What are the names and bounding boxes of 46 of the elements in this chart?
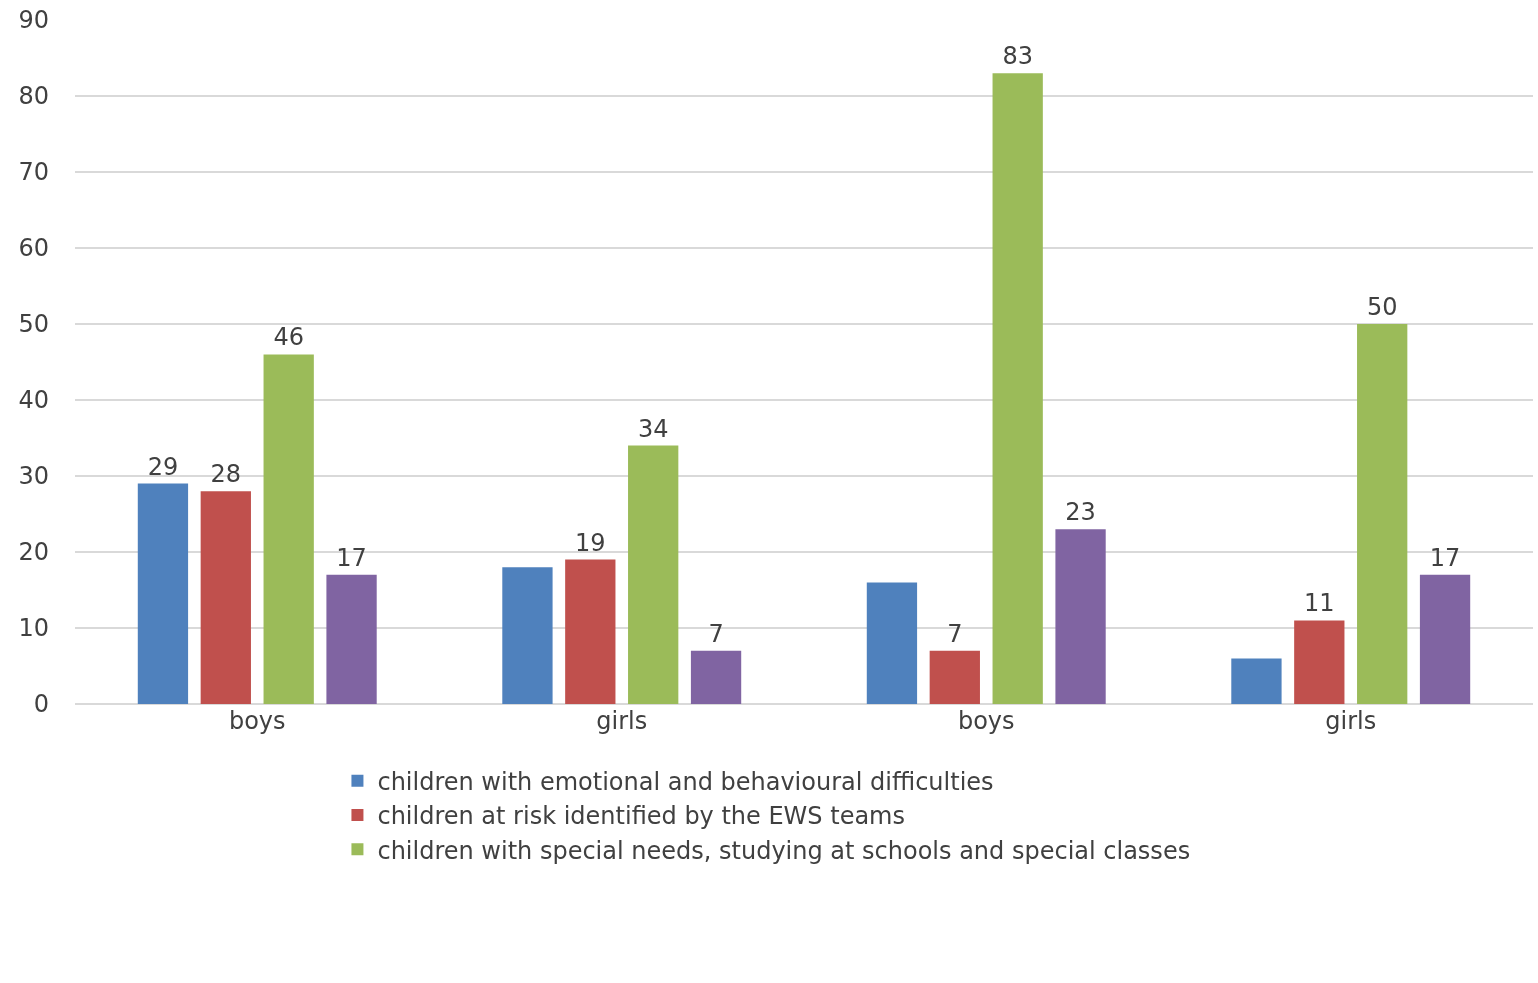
data-label: 7 — [708, 619, 724, 648]
x-tick-label: girls — [1325, 707, 1377, 735]
x-tick-label: boys — [228, 707, 286, 735]
bar — [326, 574, 377, 704]
data-label: 83 — [1002, 42, 1033, 71]
bar — [992, 73, 1043, 704]
x-tick-label: girls — [596, 707, 648, 735]
y-tick-label: 80 — [18, 82, 49, 111]
legend-label: children with emotional and behavioural difficulties — [377, 768, 994, 797]
bar — [1055, 529, 1106, 704]
data-label: 17 — [336, 543, 367, 572]
bar — [690, 650, 742, 704]
y-tick-label: 0 — [33, 690, 49, 719]
data-label: 50 — [1366, 293, 1398, 321]
y-tick-label: 90 — [18, 6, 49, 35]
data-label: 7 — [947, 619, 963, 648]
data-label: 17 — [1429, 543, 1461, 572]
data-label: 19 — [575, 528, 606, 557]
data-label: 29 — [147, 452, 179, 481]
bar — [628, 445, 679, 704]
bar — [263, 354, 314, 704]
bar — [1419, 574, 1471, 704]
y-tick-label: 30 — [18, 462, 49, 491]
x-tick-label: boys — [957, 707, 1015, 735]
data-label: 46 — [273, 323, 304, 352]
bar — [1294, 620, 1345, 704]
y-tick-label: 10 — [18, 614, 49, 643]
bar — [502, 567, 553, 704]
data-label: 34 — [637, 414, 669, 443]
data-label: 28 — [210, 460, 242, 489]
legend-label: children with special needs, studying at schools and special classes — [377, 836, 1191, 865]
bar — [866, 582, 918, 704]
bar — [200, 491, 251, 704]
y-tick-label: 20 — [18, 538, 49, 567]
data-label: 23 — [1065, 498, 1096, 527]
bar — [1231, 658, 1282, 704]
y-tick-label: 70 — [18, 158, 49, 187]
data-label: 11 — [1304, 589, 1335, 618]
bar — [929, 650, 980, 704]
y-tick-label: 40 — [18, 386, 49, 415]
legend-label: children at risk identified by the EWS teams — [377, 802, 905, 831]
y-tick-label: 60 — [18, 234, 49, 263]
bar — [1357, 324, 1408, 704]
bar — [565, 559, 616, 704]
bar — [137, 483, 189, 704]
y-tick-label: 50 — [18, 310, 49, 339]
